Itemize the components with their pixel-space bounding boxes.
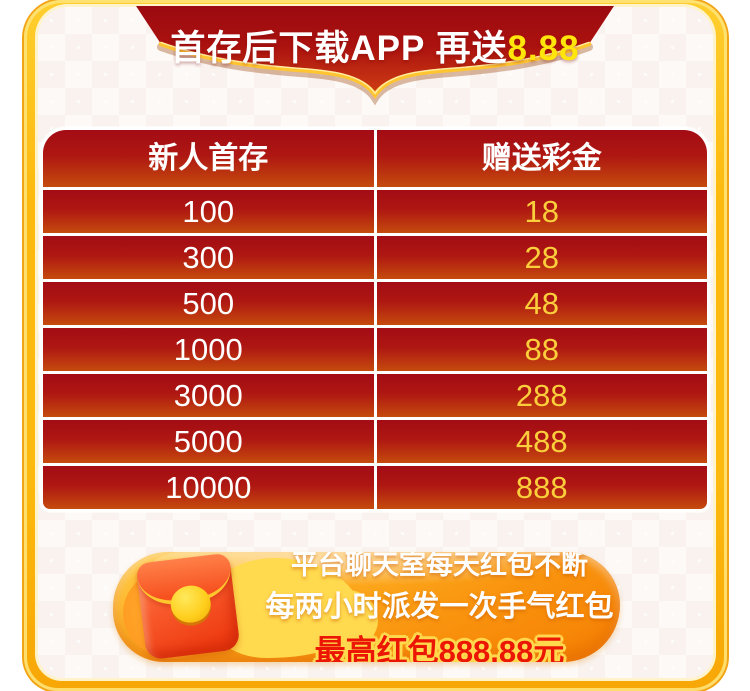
- deposit-cell: 1000: [43, 328, 374, 371]
- table-row: 5000 488: [43, 420, 707, 463]
- bonus-cell: 88: [376, 328, 707, 371]
- ribbon-shape-graphic: [136, 6, 614, 106]
- bonus-cell: 288: [376, 374, 707, 417]
- banner-text-line: 首存后下载APP 再送8.88: [128, 20, 622, 71]
- table-body: 100 18 300 28 500 48 1000 88 3000 288 50…: [43, 190, 707, 509]
- table-row: 3000 288: [43, 374, 707, 417]
- table-row: 10000 888: [43, 466, 707, 509]
- header-deposit: 新人首存: [43, 130, 374, 187]
- promo-text-block: 平台聊天室每天红包不断 每两小时派发一次手气红包 最高红包888.88元: [266, 552, 614, 662]
- deposit-cell: 500: [43, 282, 374, 325]
- deposit-cell: 5000: [43, 420, 374, 463]
- promo-line-2: 每两小时派发一次手气红包: [265, 591, 614, 623]
- banner-highlight-amount: 8.88: [507, 29, 580, 68]
- bonus-cell: 488: [376, 420, 707, 463]
- top-banner[interactable]: 首存后下载APP 再送8.88: [128, 3, 622, 115]
- table-row: 500 48: [43, 282, 707, 325]
- bonus-cell: 18: [376, 190, 707, 233]
- redpacket-promo-banner[interactable]: 平台聊天室每天红包不断 每两小时派发一次手气红包 最高红包888.88元: [113, 552, 620, 662]
- table-header-row: 新人首存 赠送彩金: [43, 130, 707, 187]
- deposit-cell: 300: [43, 236, 374, 279]
- promo-line-3: 最高红包888.88元: [314, 634, 565, 662]
- banner-text: 首存后下载APP 再送: [170, 29, 508, 68]
- table-row: 1000 88: [43, 328, 707, 371]
- deposit-cell: 100: [43, 190, 374, 233]
- table-row: 300 28: [43, 236, 707, 279]
- yellow-blob-decoration-small: [318, 590, 378, 648]
- deposit-bonus-table: 新人首存 赠送彩金 100 18 300 28 500 48 1000 88 3…: [40, 127, 710, 512]
- bonus-cell: 48: [376, 282, 707, 325]
- bonus-cell: 888: [376, 466, 707, 509]
- bonus-cell: 28: [376, 236, 707, 279]
- deposit-cell: 3000: [43, 374, 374, 417]
- table-row: 100 18: [43, 190, 707, 233]
- envelope-body: [135, 552, 241, 661]
- deposit-cell: 10000: [43, 466, 374, 509]
- promo-line-1: 平台聊天室每天红包不断: [291, 552, 588, 580]
- red-envelope-icon: [123, 552, 247, 661]
- header-bonus: 赠送彩金: [376, 130, 707, 187]
